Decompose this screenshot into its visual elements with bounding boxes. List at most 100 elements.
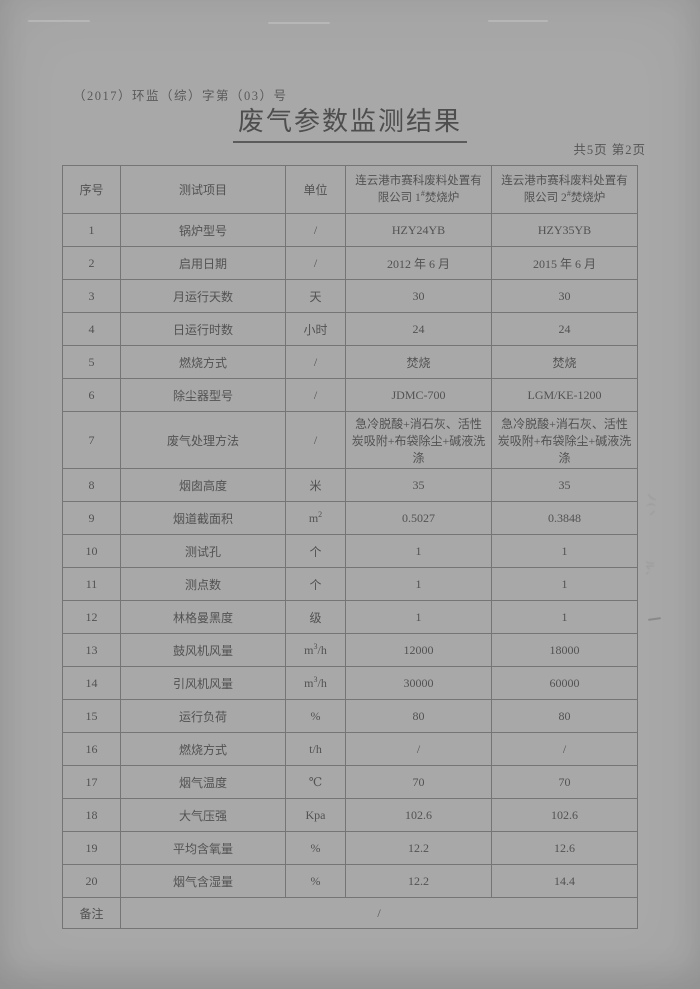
furnace1-value-cell: 2012 年 6 月: [345, 246, 492, 280]
scan-streak: [28, 20, 90, 22]
header-test-item: 测试项目: [120, 165, 286, 214]
furnace1-value-cell: 焚烧: [345, 345, 492, 379]
furnace1-value-cell: 24: [345, 312, 492, 346]
scan-streak: [268, 22, 330, 24]
furnace2-value-cell: 18000: [491, 633, 638, 667]
furnace2-value-cell: 1: [491, 534, 638, 568]
unit-cell: /: [285, 378, 346, 412]
test-item-cell: 月运行天数: [120, 279, 286, 313]
row-number-cell: 3: [62, 279, 121, 313]
monitoring-table-wrap: 序号 测试项目 单位 连云港市赛科废料处置有限公司 1#焚烧炉 连云港市赛科废料…: [62, 165, 638, 929]
row-number-cell: 2: [62, 246, 121, 280]
test-item-cell: 鼓风机风量: [120, 633, 286, 667]
test-item-cell: 启用日期: [120, 246, 286, 280]
row-number-cell: 9: [62, 501, 121, 535]
monitoring-table: 序号 测试项目 单位 连云港市赛科废料处置有限公司 1#焚烧炉 连云港市赛科废料…: [62, 165, 638, 929]
test-item-cell: 测点数: [120, 567, 286, 601]
test-item-cell: 废气处理方法: [120, 411, 286, 469]
furnace1-value-cell: 30000: [345, 666, 492, 700]
row-number-cell: 7: [62, 411, 121, 469]
row-number-cell: 16: [62, 732, 121, 766]
furnace2-value-cell: 急冷脱酸+消石灰、活性炭吸附+布袋除尘+碱液洗涤: [491, 411, 638, 469]
furnace1-suffix: 焚烧炉: [424, 191, 460, 204]
table-row: 1 锅炉型号 / HZY24YB HZY35YB: [62, 213, 638, 247]
furnace2-value-cell: 0.3848: [491, 501, 638, 535]
furnace2-value-cell: LGM/KE-1200: [491, 378, 638, 412]
table-row: 18 大气压强 Kpa 102.6 102.6: [62, 798, 638, 832]
table-row: 7 废气处理方法 / 急冷脱酸+消石灰、活性炭吸附+布袋除尘+碱液洗涤 急冷脱酸…: [62, 411, 638, 469]
furnace2-value-cell: 102.6: [491, 798, 638, 832]
test-item-cell: 烟道截面积: [120, 501, 286, 535]
table-row: 12 林格曼黑度 级 1 1: [62, 600, 638, 634]
table-header-row: 序号 测试项目 单位 连云港市赛科废料处置有限公司 1#焚烧炉 连云港市赛科废料…: [62, 165, 638, 214]
unit-cell: 天: [285, 279, 346, 313]
test-item-cell: 燃烧方式: [120, 732, 286, 766]
unit-cell: 米: [285, 468, 346, 502]
furnace1-value-cell: 急冷脱酸+消石灰、活性炭吸附+布袋除尘+碱液洗涤: [345, 411, 492, 469]
row-number-cell: 1: [62, 213, 121, 247]
furnace1-value-cell: 80: [345, 699, 492, 733]
page-count-label: 共5页 第2页: [573, 143, 646, 157]
table-row: 8 烟囱高度 米 35 35: [62, 468, 638, 502]
row-number-cell: 15: [62, 699, 121, 733]
remark-value-cell: /: [120, 897, 638, 929]
row-number-cell: 20: [62, 864, 121, 898]
furnace2-value-cell: 24: [491, 312, 638, 346]
table-row: 13 鼓风机风量 m3/h 12000 18000: [62, 633, 638, 667]
table-row: 10 测试孔 个 1 1: [62, 534, 638, 568]
row-number-cell: 17: [62, 765, 121, 799]
table-row: 5 燃烧方式 / 焚烧 焚烧: [62, 345, 638, 379]
furnace2-value-cell: 60000: [491, 666, 638, 700]
test-item-cell: 测试孔: [120, 534, 286, 568]
furnace2-value-cell: 30: [491, 279, 638, 313]
unit-cell: ℃: [285, 765, 346, 799]
furnace1-value-cell: 0.5027: [345, 501, 492, 535]
row-number-cell: 13: [62, 633, 121, 667]
unit-cell: m3/h: [285, 633, 346, 667]
furnace1-value-cell: 102.6: [345, 798, 492, 832]
unit-cell: m2: [285, 501, 346, 535]
furnace2-value-cell: 14.4: [491, 864, 638, 898]
unit-cell: /: [285, 411, 346, 469]
unit-cell: %: [285, 699, 346, 733]
furnace2-value-cell: 35: [491, 468, 638, 502]
table-row: 11 测点数 个 1 1: [62, 567, 638, 601]
furnace1-value-cell: 70: [345, 765, 492, 799]
test-item-cell: 除尘器型号: [120, 378, 286, 412]
row-number-cell: 10: [62, 534, 121, 568]
page-title: 废气参数监测结果: [232, 101, 467, 143]
furnace2-suffix: 焚烧炉: [570, 191, 606, 204]
document-ref-number: （2017）环监（综）字第（03）号: [73, 89, 288, 103]
test-item-cell: 燃烧方式: [120, 345, 286, 379]
table-row: 17 烟气温度 ℃ 70 70: [62, 765, 638, 799]
header-furnace-2: 连云港市赛科废料处置有限公司 2#焚烧炉: [491, 165, 638, 214]
scan-streak: [488, 20, 548, 22]
furnace1-name: 连云港市赛科废料处置有限公司 1: [355, 175, 482, 204]
furnace1-value-cell: 1: [345, 600, 492, 634]
row-number-cell: 8: [62, 468, 121, 502]
table-body: 1 锅炉型号 / HZY24YB HZY35YB 2 启用日期 / 2012 年…: [62, 213, 638, 898]
row-number-cell: 12: [62, 600, 121, 634]
unit-cell: 个: [285, 567, 346, 601]
title-row: 废气参数监测结果: [0, 101, 700, 143]
unit-cell: 小时: [285, 312, 346, 346]
unit-cell: Kpa: [285, 798, 346, 832]
unit-cell: %: [285, 864, 346, 898]
row-number-cell: 19: [62, 831, 121, 865]
furnace2-value-cell: 70: [491, 765, 638, 799]
row-number-cell: 4: [62, 312, 121, 346]
test-item-cell: 林格曼黑度: [120, 600, 286, 634]
furnace2-value-cell: 12.6: [491, 831, 638, 865]
header-furnace-1: 连云港市赛科废料处置有限公司 1#焚烧炉: [345, 165, 492, 214]
table-row: 9 烟道截面积 m2 0.5027 0.3848: [62, 501, 638, 535]
unit-cell: 个: [285, 534, 346, 568]
furnace2-value-cell: 焚烧: [491, 345, 638, 379]
table-row: 19 平均含氧量 % 12.2 12.6: [62, 831, 638, 865]
furnace2-value-cell: HZY35YB: [491, 213, 638, 247]
test-item-cell: 引风机风量: [120, 666, 286, 700]
test-item-cell: 平均含氧量: [120, 831, 286, 865]
furnace2-value-cell: 1: [491, 567, 638, 601]
row-number-cell: 14: [62, 666, 121, 700]
furnace1-value-cell: 1: [345, 567, 492, 601]
unit-cell: t/h: [285, 732, 346, 766]
